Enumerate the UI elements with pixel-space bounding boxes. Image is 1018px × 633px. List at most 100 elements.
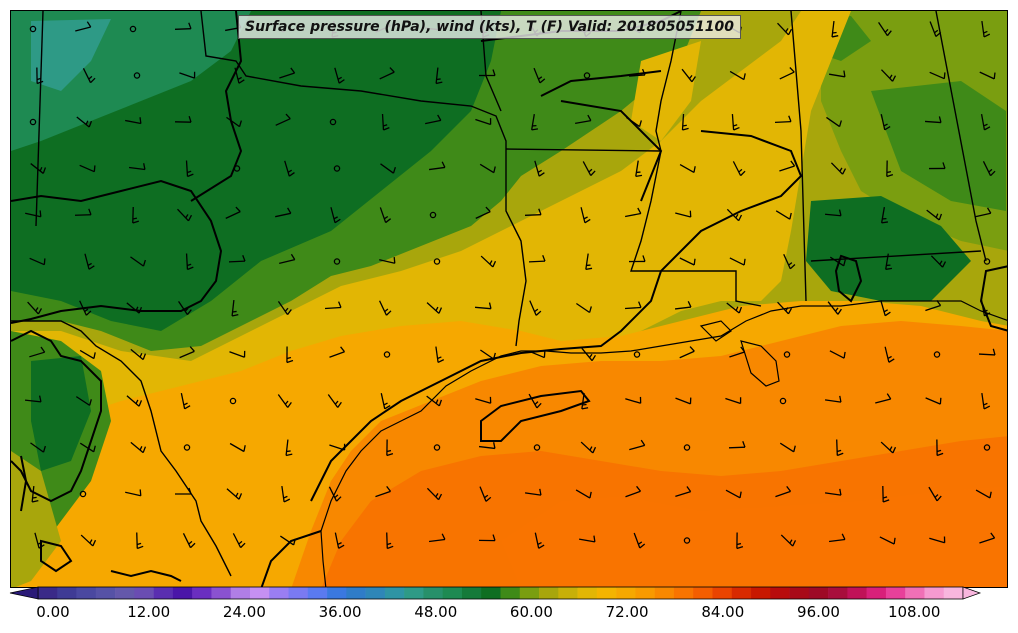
colorbar-tick-label: 12.00 <box>127 603 171 621</box>
wind-barb-icon <box>582 161 596 177</box>
wind-barb-icon <box>624 301 642 310</box>
wind-barb-icon <box>379 207 392 224</box>
calm-wind-circle-icon <box>329 118 337 126</box>
wind-barb-icon <box>929 21 942 37</box>
wind-barb-icon <box>334 532 345 549</box>
colorbar-cell <box>192 587 212 599</box>
wind-barb-icon <box>626 116 642 128</box>
wind-barb-icon <box>533 67 546 84</box>
wind-barb-icon <box>882 485 890 503</box>
wind-barb-icon <box>675 397 692 405</box>
wind-barb-icon <box>435 346 445 364</box>
colorbar-cell <box>866 587 887 599</box>
wind-barb-icon <box>732 161 746 177</box>
colorbar-cell <box>847 587 867 599</box>
wind-barb-icon <box>980 114 991 131</box>
wind-barb-icon <box>725 397 742 405</box>
calm-wind-circle-icon <box>583 72 591 79</box>
wind-barb-icon <box>474 302 492 310</box>
wind-barb-icon <box>428 161 446 171</box>
wind-barb-icon <box>225 206 241 219</box>
wind-barb-icon <box>928 486 942 502</box>
wind-barb-icon <box>475 118 492 126</box>
wind-barb-icon <box>174 115 192 123</box>
wind-barb-icon <box>580 441 597 454</box>
wind-barb-icon <box>981 20 991 38</box>
wind-barb-icon <box>130 441 147 454</box>
wind-barb-icon <box>125 489 142 497</box>
wind-barb-icon <box>528 254 546 263</box>
wind-barb-icon <box>327 394 342 408</box>
wind-barb-icon <box>426 302 443 314</box>
wind-barb-icon <box>475 206 491 219</box>
wind-barb-icon <box>982 161 996 177</box>
wind-barb-icon <box>880 114 891 131</box>
colorbar-cell <box>616 587 636 599</box>
wind-barb-icon <box>229 350 246 358</box>
wind-barb-icon <box>925 397 942 405</box>
colorbar-cell <box>770 587 790 599</box>
calm-wind-circle-icon <box>983 444 991 451</box>
calm-wind-circle-icon <box>633 351 641 358</box>
colorbar-cell <box>885 587 906 599</box>
wind-barb-icon <box>679 257 696 266</box>
wind-barb-icon <box>625 396 642 404</box>
wind-barb-icon <box>174 22 192 30</box>
wind-barb-icon <box>981 392 991 410</box>
wind-barb-icon <box>936 439 944 457</box>
wind-barb-icon <box>881 207 889 224</box>
colorbar-cell <box>558 587 578 599</box>
wind-barb-icon <box>330 207 341 224</box>
wind-barb-icon <box>726 208 743 222</box>
colorbar-cell <box>481 587 501 599</box>
wind-barb-icon <box>878 21 892 37</box>
wind-barb-icon <box>524 208 542 216</box>
calm-wind-circle-icon <box>183 444 191 451</box>
wind-barb-icon <box>628 255 646 263</box>
colorbar-cell <box>442 587 463 599</box>
wind-barb-icon <box>783 253 796 270</box>
wind-barb-icon <box>79 442 96 453</box>
calm-wind-circle-icon <box>683 444 691 451</box>
wind-barb-icon <box>24 395 42 403</box>
wind-barb-icon <box>380 393 391 410</box>
wind-barb-icon <box>674 301 692 310</box>
colorbar-cell <box>172 587 193 599</box>
colorbar-cell <box>596 587 617 599</box>
wind-barb-icon <box>929 536 946 544</box>
wind-barb-icon <box>76 116 93 128</box>
wind-barb-icon <box>824 209 842 217</box>
wind-barb-icon <box>585 253 593 271</box>
wind-barb-icon <box>679 163 696 174</box>
wind-barb-icon <box>829 256 846 267</box>
wind-barb-icon <box>130 348 147 361</box>
wind-barb-icon <box>378 300 392 316</box>
wind-barb-icon <box>30 442 46 453</box>
wind-barb-icon <box>980 300 991 317</box>
wind-barb-icon <box>179 346 195 359</box>
wind-barb-icon <box>334 67 345 84</box>
wind-barb-icon <box>379 256 396 264</box>
colorbar-cell <box>153 587 174 599</box>
wind-barb-icon <box>534 160 545 177</box>
colorbar-cell <box>712 587 733 599</box>
wind-barb-icon <box>579 535 596 543</box>
wind-barb-icon <box>780 534 797 547</box>
wind-barb-icon <box>229 442 246 453</box>
wind-barb-icon <box>285 439 293 457</box>
wind-barb-icon <box>275 207 292 218</box>
wind-barb-icon <box>480 255 497 268</box>
wind-barb-icon <box>880 69 897 82</box>
wind-barb-icon <box>234 67 245 84</box>
wind-barb-icon <box>829 350 846 359</box>
wind-barb-icon <box>231 299 239 317</box>
colorbar-tick-label: 24.00 <box>222 603 266 621</box>
wind-barb-icon <box>828 533 846 543</box>
wind-barb-icon <box>279 67 296 79</box>
wind-barb-icon <box>435 67 443 85</box>
wind-barb-icon <box>84 253 95 270</box>
colorbar-cell <box>346 587 366 599</box>
wind-barb-icon <box>625 485 642 498</box>
wind-barb-icon <box>679 346 695 359</box>
colorbar-cell <box>905 587 925 599</box>
